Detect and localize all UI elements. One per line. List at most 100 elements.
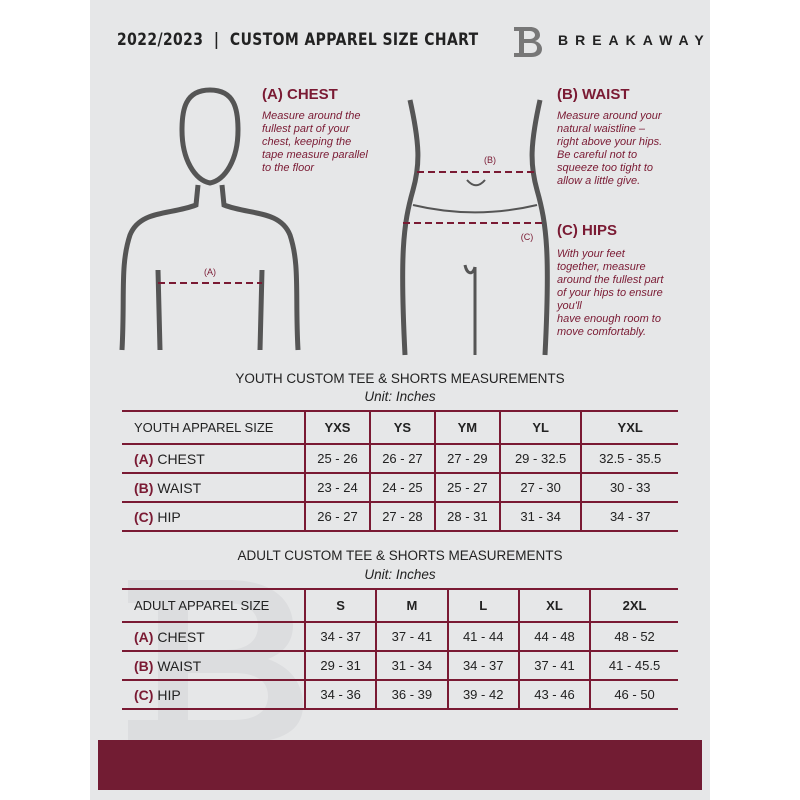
measurement-label: (A) CHEST	[122, 444, 305, 474]
measurement-name: WAIST	[157, 657, 202, 674]
hips-info: (C) HIPS With your feet together, measure…	[557, 222, 663, 339]
size-header: YS	[368, 410, 435, 445]
table-cell: 26 - 27	[304, 502, 370, 532]
table-row: (C) HIP 34 - 36 36 - 39 39 - 42 43 - 46 46 - …	[122, 680, 678, 710]
table-cell: 24 - 25	[368, 473, 435, 503]
table-cell: 29 - 32.5	[498, 444, 582, 474]
table-cell: 34 - 36	[303, 680, 377, 710]
measurement-code: (A)	[134, 450, 154, 467]
measurement-label: (B) WAIST	[122, 651, 305, 681]
measurement-name: CHEST	[157, 450, 205, 467]
hips-text: together, measure	[557, 261, 646, 273]
table-cell: 30 - 33	[580, 473, 678, 503]
size-header: S	[303, 588, 377, 623]
size-header: YM	[433, 410, 500, 445]
chest-text: chest, keeping the	[262, 136, 352, 148]
brand-name: BREAKAWAY	[558, 32, 711, 48]
chest-text: tape measure parallel	[262, 149, 368, 161]
table-cell: 48 - 52	[589, 622, 678, 652]
measurement-label: (C) HIP	[122, 680, 305, 710]
table-row: (B) WAIST 23 - 24 24 - 25 25 - 27 27 - 30 30 …	[122, 473, 678, 503]
hips-text: move comfortably.	[557, 326, 647, 338]
table-cell: 46 - 50	[589, 680, 678, 710]
measurement-code: (A)	[134, 628, 154, 645]
size-header: 2XL	[589, 588, 678, 623]
table-cell: 43 - 46	[517, 680, 591, 710]
hips-text: you'll	[557, 300, 582, 312]
measurement-label: (B) WAIST	[122, 473, 305, 503]
size-header: XL	[517, 588, 591, 623]
size-header: YXS	[304, 410, 370, 445]
hips-text: of your hips to ensure	[557, 287, 663, 299]
table-cell: 31 - 34	[498, 502, 582, 532]
table-cell: 25 - 26	[304, 444, 370, 474]
table-cell: 41 - 45.5	[589, 651, 678, 681]
table-cell: 31 - 34	[375, 651, 448, 681]
waist-hips-figure: (B) (C)	[400, 99, 550, 356]
chest-text: to the floor	[262, 162, 314, 174]
waist-text: right above your hips.	[557, 136, 663, 148]
table-row: (C) HIP 26 - 27 27 - 28 28 - 31 31 - 34 34 - …	[122, 502, 678, 532]
adult-size-table: ADULT APPAREL SIZE S M L XL 2XL (A) CHEST 34 - …	[122, 588, 678, 710]
brand-logo	[514, 27, 542, 57]
table-cell: 26 - 27	[368, 444, 435, 474]
waist-text: allow a little give.	[557, 175, 641, 187]
table-cell: 27 - 29	[433, 444, 500, 474]
hips-marker: (C)	[521, 232, 534, 242]
measurement-name: CHEST	[157, 628, 205, 645]
waist-marker: (B)	[484, 155, 496, 165]
table-header-row: YOUTH APPAREL SIZE YXS YS YM YL YXL	[122, 410, 678, 445]
table-cell: 41 - 44	[446, 622, 519, 652]
hips-heading: (C) HIPS	[557, 222, 617, 239]
hips-text: around the fullest part	[557, 274, 664, 286]
measurement-code: (B)	[134, 657, 154, 674]
youth-size-table: YOUTH APPAREL SIZE YXS YS YM YL YXL (A) CHEST 2…	[122, 410, 678, 532]
table-cell: 37 - 41	[375, 622, 448, 652]
table-cell: 28 - 31	[433, 502, 500, 532]
table-cell: 39 - 42	[446, 680, 519, 710]
waist-heading: (B) WAIST	[557, 86, 630, 103]
table-cell: 34 - 37	[580, 502, 678, 532]
size-header: YL	[498, 410, 582, 445]
table-cell: 44 - 48	[517, 622, 591, 652]
table-row: (A) CHEST 34 - 37 37 - 41 41 - 44 44 - 48 48 …	[122, 622, 678, 652]
table-header-row: ADULT APPAREL SIZE S M L XL 2XL	[122, 588, 678, 623]
waist-text: Be careful not to	[557, 149, 638, 161]
table-cell: 37 - 41	[517, 651, 591, 681]
size-header: L	[446, 588, 519, 623]
waist-info: (B) WAIST Measure around your natural wai…	[557, 86, 662, 188]
youth-section-title: YOUTH CUSTOM TEE & SHORTS MEASUREMENTS	[235, 371, 565, 386]
table-cell: 27 - 30	[498, 473, 582, 503]
table-cell: 25 - 27	[433, 473, 500, 503]
waist-text: Measure around your	[557, 110, 662, 122]
size-header: YXL	[580, 410, 678, 445]
footer-bar	[98, 740, 702, 790]
chest-text: Measure around the	[262, 110, 361, 122]
page-title: 2022/2023 | CUSTOM APPAREL SIZE CHART	[117, 30, 479, 50]
youth-unit: Unit: Inches	[364, 389, 436, 404]
measurement-code: (C)	[134, 508, 154, 525]
table-cell: 29 - 31	[303, 651, 377, 681]
chest-marker: (A)	[204, 267, 216, 277]
measurement-name: WAIST	[157, 479, 202, 496]
chest-figure: (A)	[119, 87, 301, 351]
measurement-code: (B)	[134, 479, 154, 496]
measurement-name: HIP	[157, 508, 181, 525]
hips-text: have enough room to	[557, 313, 661, 325]
table-cell: 34 - 37	[303, 622, 377, 652]
chest-heading: (A) CHEST	[262, 86, 338, 103]
adult-section-title: ADULT CUSTOM TEE & SHORTS MEASUREMENTS	[237, 548, 563, 563]
table-row: (A) CHEST 25 - 26 26 - 27 27 - 29 29 - 32.5 3…	[122, 444, 678, 474]
waist-text: natural waistline –	[557, 123, 646, 135]
measurement-label: (C) HIP	[122, 502, 305, 532]
size-label-header: YOUTH APPAREL SIZE	[122, 410, 305, 445]
table-row: (B) WAIST 29 - 31 31 - 34 34 - 37 37 - 41 41 …	[122, 651, 678, 681]
measurement-name: HIP	[157, 686, 181, 703]
table-cell: 27 - 28	[368, 502, 435, 532]
size-header: M	[375, 588, 448, 623]
table-cell: 23 - 24	[304, 473, 370, 503]
table-cell: 32.5 - 35.5	[580, 444, 678, 474]
chest-text: fullest part of your	[262, 123, 350, 135]
chest-info: (A) CHEST Measure around the fullest part…	[262, 86, 368, 175]
waist-text: squeeze too tight to	[557, 162, 654, 174]
